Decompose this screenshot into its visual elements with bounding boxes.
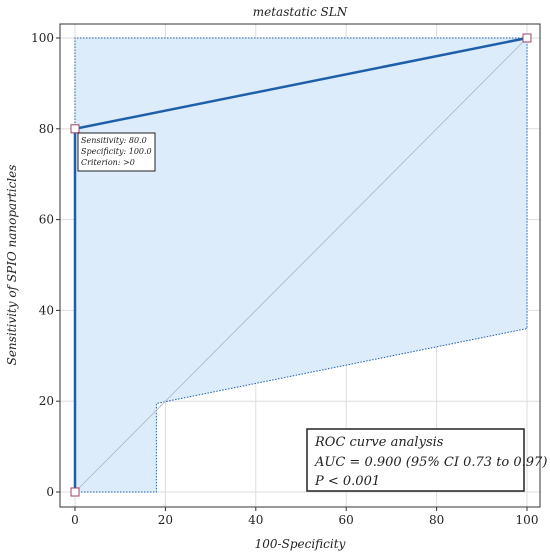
x-tick-label: 80 (429, 513, 444, 527)
x-tick-label: 100 (516, 513, 539, 527)
x-tick-label: 20 (158, 513, 173, 527)
tooltip-specificity: Specificity: 100.0 (81, 147, 152, 156)
y-tick-label: 100 (31, 31, 54, 45)
tooltip-criterion: Criterion: >0 (81, 158, 135, 167)
x-tick-label: 0 (71, 513, 79, 527)
curve-marker (522, 33, 532, 43)
stats-title: ROC curve analysis (314, 435, 444, 450)
x-axis-ticks: 0 20 40 60 80 100 (71, 507, 538, 527)
curve-marker (70, 124, 80, 134)
x-tick-label: 60 (339, 513, 354, 527)
curve-markers (70, 33, 532, 497)
y-tick-label: 80 (39, 122, 54, 136)
tooltip-box (77, 132, 156, 172)
y-axis-ticks: 0 20 40 60 80 100 (31, 31, 60, 499)
roc-stats-box: ROC curve analysis AUC = 0.900 (95% CI 0… (306, 428, 547, 492)
reference-line (74, 37, 528, 493)
y-tick-label: 60 (39, 213, 54, 227)
y-tick-label: 0 (46, 485, 54, 499)
confidence-lower-bound (75, 38, 528, 493)
x-tick-label: 40 (248, 513, 263, 527)
y-tick-label: 40 (39, 303, 54, 317)
y-tick-label: 20 (39, 394, 54, 408)
plot-frame (59, 23, 541, 508)
stats-box-frame (306, 428, 525, 492)
stats-auc: AUC = 0.900 (95% CI 0.73 to 0.97) (314, 455, 547, 470)
y-axis-label: Sensitivity of SPIO nanoparticles (5, 165, 19, 366)
tooltip-sensitivity: Sensitivity: 80.0 (81, 136, 147, 145)
chart-title: metastatic SLN (253, 5, 348, 19)
curve-marker (70, 487, 80, 497)
x-axis-label: 100-Specificity (255, 537, 346, 551)
reference-diagonal (74, 37, 528, 493)
stats-pvalue: P < 0.001 (314, 474, 380, 489)
point-tooltip: Sensitivity: 80.0 Specificity: 100.0 Cri… (77, 132, 156, 172)
